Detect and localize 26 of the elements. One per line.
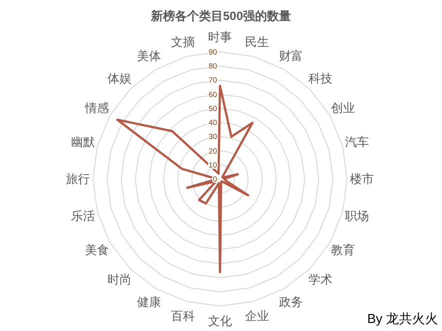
spoke-label: 文摘 xyxy=(171,34,196,49)
spoke-label: 教育 xyxy=(330,243,355,257)
spoke-label: 创业 xyxy=(330,101,355,115)
spoke-label: 美体 xyxy=(137,49,161,64)
spoke-label: 百科 xyxy=(171,309,196,324)
spoke-label: 楼市 xyxy=(350,172,374,186)
spoke-label: 汽车 xyxy=(345,135,370,150)
spoke-label: 政务 xyxy=(279,294,303,309)
spoke-label: 体娱 xyxy=(108,72,132,86)
spoke-label: 健康 xyxy=(137,294,161,309)
spoke-label: 企业 xyxy=(244,309,269,324)
chart-title: 新榜各个类目500强的数量 xyxy=(150,9,292,23)
spoke-label: 职场 xyxy=(345,208,370,223)
spoke-label: 学术 xyxy=(308,272,332,286)
spoke-label: 幽默 xyxy=(70,135,95,150)
spoke-label: 美食 xyxy=(85,243,110,257)
spoke-label: 科技 xyxy=(308,72,332,86)
spoke-label: 文化 xyxy=(208,314,232,328)
text: By 龙共火火 xyxy=(367,311,438,326)
spoke-label: 乐活 xyxy=(70,208,95,223)
spoke-label: 时尚 xyxy=(108,272,132,286)
spoke-label: 财富 xyxy=(279,49,303,64)
spoke-label: 情感 xyxy=(84,101,110,115)
spoke-label: 民生 xyxy=(244,34,269,49)
spoke-label: 时事 xyxy=(208,30,232,44)
spoke-label: 旅行 xyxy=(66,172,90,186)
